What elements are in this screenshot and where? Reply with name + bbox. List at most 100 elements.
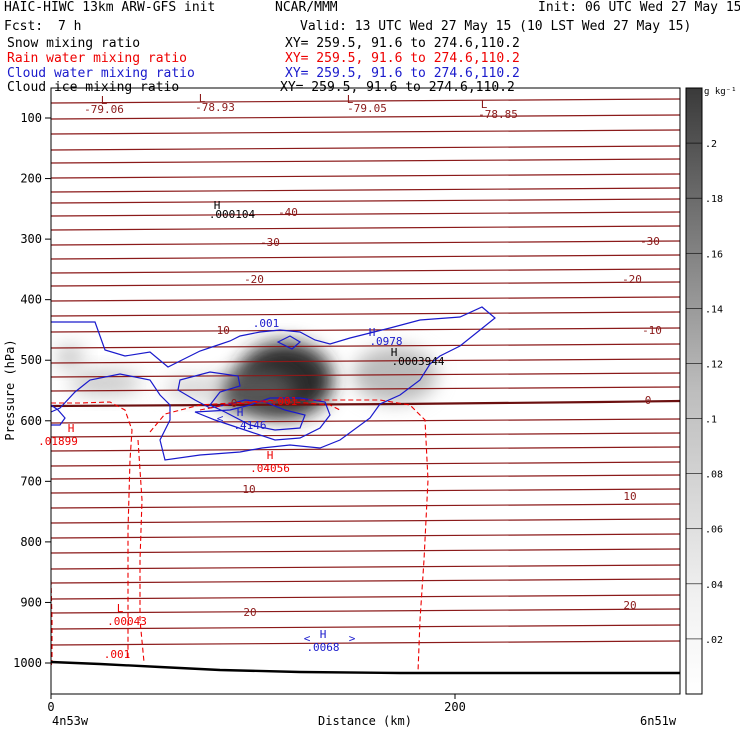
temperature-label: 10 xyxy=(242,483,255,496)
extremum-value: .00043 xyxy=(107,615,147,628)
cloud-water-outer xyxy=(50,306,496,461)
colorbar-tick-label: .16 xyxy=(705,249,723,260)
colorbar-tick-label: .1 xyxy=(705,415,717,426)
temperature-contour-line xyxy=(51,432,680,438)
colorbar-tick-label: .2 xyxy=(705,139,717,150)
temperature-contour-line xyxy=(51,503,680,509)
y-tick-label: 900 xyxy=(20,595,42,609)
freezing-level-line xyxy=(50,399,681,408)
extremum-value: .4146 xyxy=(233,419,266,432)
legend-cloud-water-xy: XY= 259.5, 91.6 to 274.6,110.2 xyxy=(285,66,520,81)
temperature-contour-line xyxy=(51,640,680,646)
legend-rain-label: Rain water mixing ratio xyxy=(7,51,188,66)
temperature-label: 10 xyxy=(623,490,636,503)
arrow-glyph: < xyxy=(304,632,311,645)
colorbar-tick-label: .18 xyxy=(705,194,723,205)
temperature-contour-line xyxy=(51,548,680,554)
annotations: -40-30 -30-20 -20-10 -100 010102020L-79.06L-… xyxy=(38,92,662,661)
extremum-marker: H xyxy=(391,346,398,359)
colorbar-tick-label: .14 xyxy=(705,304,723,315)
temperature-contour-line xyxy=(51,158,680,164)
forecast-label: Fcst: xyxy=(4,19,44,34)
x-start-location: 4n53w xyxy=(52,714,89,728)
extremum-value: .01899 xyxy=(38,435,78,448)
temperature-contour-line xyxy=(51,564,680,570)
x-end-location: 6n51w xyxy=(640,714,677,728)
y-tick-label: 300 xyxy=(20,232,42,246)
extremum-marker: H xyxy=(320,628,327,641)
snow-west-band xyxy=(69,369,141,397)
extremum-marker: L xyxy=(117,602,124,615)
x-axis: 0 200 xyxy=(47,694,466,714)
temperature-contour-line xyxy=(51,594,680,600)
legend-rain-xy: XY= 259.5, 91.6 to 274.6,110.2 xyxy=(285,51,520,66)
temperature-contour-line xyxy=(51,461,680,467)
temperature-contour-line xyxy=(51,372,680,378)
temperature-label: 0 xyxy=(231,397,238,410)
ground-line xyxy=(50,660,680,675)
rain-inner-arc xyxy=(199,401,341,411)
colorbar xyxy=(685,87,703,695)
valid-time: Valid: 13 UTC Wed 27 May 15 (10 LST Wed … xyxy=(300,19,692,34)
x-axis-label: Distance (km) xyxy=(318,714,412,728)
legend-cloud-water-label: Cloud water mixing ratio xyxy=(7,66,195,81)
y-tick-label: 600 xyxy=(20,414,42,428)
temperature-contour-line xyxy=(51,608,680,614)
contour-value-label: .001 xyxy=(253,317,280,330)
temperature-contour-line xyxy=(51,474,680,480)
forecast-hour: 7 h xyxy=(58,19,82,34)
temperature-contour-line xyxy=(51,358,680,364)
extremum-marker: H xyxy=(369,326,376,339)
temperature-contour-line xyxy=(51,296,680,302)
arrow-glyph: < xyxy=(217,412,224,425)
extremum-value: .0978 xyxy=(369,335,402,348)
temperature-contour-line xyxy=(51,187,680,193)
temperature-contour-line xyxy=(51,624,680,630)
temperature-label: -10 xyxy=(210,324,230,337)
y-tick-label: 1000 xyxy=(13,656,42,670)
cloud-water-small-cell xyxy=(276,335,302,350)
x-tick-label: 0 xyxy=(47,700,54,714)
init-time: Init: 06 UTC Wed 27 May 15 xyxy=(538,0,740,15)
plot-frame xyxy=(50,87,681,695)
temperature-contour-line xyxy=(51,129,680,135)
legend-snow-xy: XY= 259.5, 91.6 to 274.6,110.2 xyxy=(285,36,520,51)
y-tick-label: 700 xyxy=(20,474,42,488)
extremum-value: .0003944 xyxy=(392,355,445,368)
extremum-marker: H xyxy=(267,449,274,462)
cloud-water-core xyxy=(194,397,331,441)
contour-value-label: .001 xyxy=(271,395,298,408)
y-tick-label: 800 xyxy=(20,535,42,549)
snow-west-patch xyxy=(56,345,84,369)
extremum-marker: L xyxy=(101,94,108,107)
temperature-contour-line xyxy=(51,386,680,392)
rain-west-column xyxy=(51,401,133,660)
extremum-marker: H xyxy=(68,422,75,435)
x-tick-label: 200 xyxy=(444,700,466,714)
temperature-contour-line xyxy=(51,268,680,274)
temperature-contour-line xyxy=(51,254,680,260)
legend-snow-label: Snow mixing ratio xyxy=(7,36,141,51)
temperature-label: -20 xyxy=(622,273,642,286)
extremum-value: -79.05 xyxy=(347,102,387,115)
colorbar-unit: g kg⁻¹ xyxy=(704,87,737,97)
temperature-label: -40 xyxy=(278,206,298,219)
temperature-contour-line xyxy=(51,114,680,120)
legend-cloud-ice-xy: XY= 259.5, 91.6 to 274.6,110.2 xyxy=(280,80,515,95)
temperature-label: 20 xyxy=(623,599,636,612)
temperature-contour-line xyxy=(51,578,680,584)
extremum-value: .000104 xyxy=(209,208,256,221)
extremum-marker: L xyxy=(481,98,488,111)
y-axis-label: Pressure (hPa) xyxy=(3,339,17,440)
contour-value-label: .001 xyxy=(104,648,131,661)
temperature-contour-line xyxy=(51,533,680,539)
temperature-contour-line xyxy=(51,145,680,151)
temperature-contour-line xyxy=(51,518,680,524)
extremum-marker: H xyxy=(214,199,221,212)
rain-inner-column xyxy=(137,439,145,663)
temperature-label: -10 xyxy=(642,324,662,337)
y-tick-label: 200 xyxy=(20,172,42,186)
extremum-marker: L xyxy=(347,93,354,106)
temperature-label: 20 xyxy=(243,606,256,619)
